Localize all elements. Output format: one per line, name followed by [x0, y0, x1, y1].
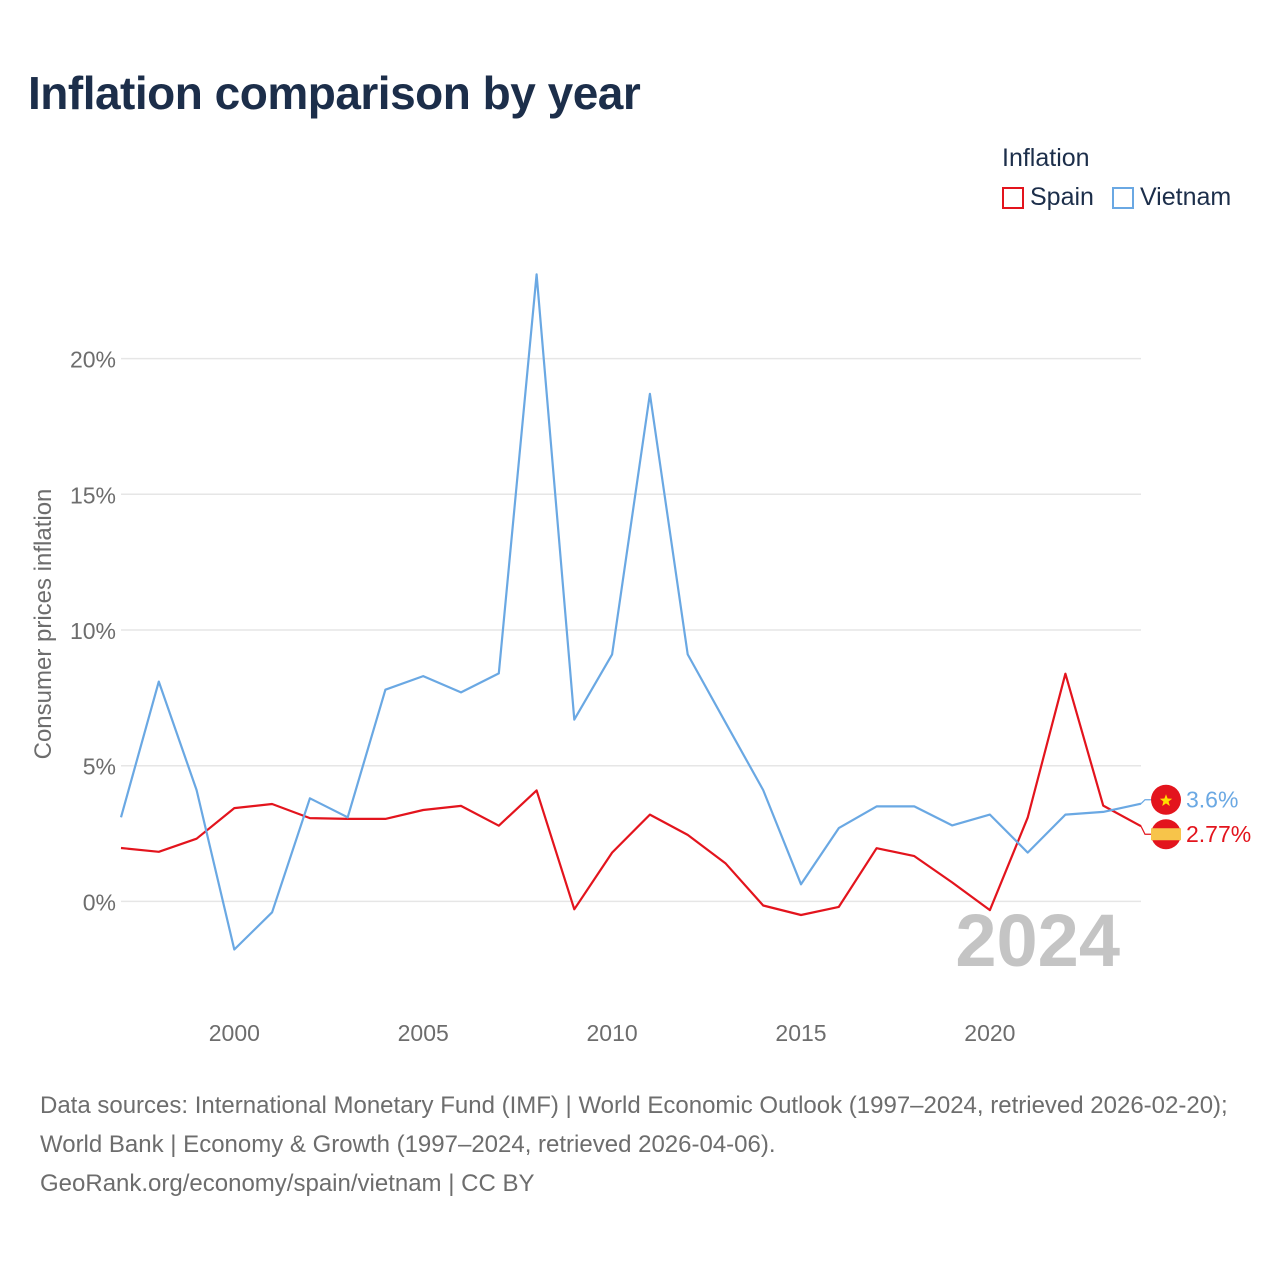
- y-tick-label: 15%: [70, 482, 116, 508]
- spain-flag-icon: [1151, 819, 1181, 850]
- series-line-spain[interactable]: [120, 672, 1142, 917]
- y-tick-label: 0%: [83, 889, 116, 915]
- sources-text: Data sources: International Monetary Fun…: [40, 1092, 1228, 1158]
- legend-item-spain[interactable]: Spain: [1002, 183, 1094, 212]
- end-value-label-spain: 2.77%: [1186, 821, 1251, 847]
- legend-title: Inflation: [1002, 144, 1090, 172]
- end-value-label-vietnam: 3.6%: [1186, 787, 1238, 813]
- legend: Inflation Spain Vietnam: [1002, 144, 1231, 212]
- line-chart: 0% 5% 10% 15% 20% 2000 2005 2010 2015 2020 Consume…: [30, 273, 1251, 1046]
- legend-swatch-spain: [1002, 186, 1024, 209]
- x-tick-label: 2010: [587, 1020, 638, 1046]
- x-tick-label: 2005: [398, 1020, 449, 1046]
- y-tick-label: 10%: [70, 618, 116, 644]
- x-tick-label: 2020: [964, 1020, 1015, 1046]
- y-tick-label: 5%: [83, 754, 116, 780]
- legend-item-vietnam[interactable]: Vietnam: [1111, 183, 1232, 212]
- chart-title: Inflation comparison by year: [28, 67, 641, 119]
- data-sources: Data sources: International Monetary Fun…: [40, 1086, 1250, 1203]
- year-watermark: 2024: [955, 899, 1120, 982]
- x-tick-label: 2015: [775, 1020, 826, 1046]
- x-tick-label: 2000: [209, 1020, 260, 1046]
- legend-swatch-vietnam: [1111, 186, 1134, 209]
- end-connector-vietnam: [1140, 799, 1151, 805]
- legend-label-vietnam: Vietnam: [1139, 183, 1232, 211]
- y-tick-label: 20%: [70, 347, 116, 373]
- sources-link[interactable]: GeoRank.org/economy/spain/vietnam | CC B…: [40, 1170, 535, 1197]
- end-connector-spain: [1140, 825, 1151, 835]
- vietnam-flag-icon: [1151, 784, 1181, 815]
- series-line-vietnam[interactable]: [119, 273, 1142, 951]
- y-axis-title: Consumer prices inflation: [30, 489, 57, 760]
- legend-label-spain: Spain: [1030, 183, 1094, 211]
